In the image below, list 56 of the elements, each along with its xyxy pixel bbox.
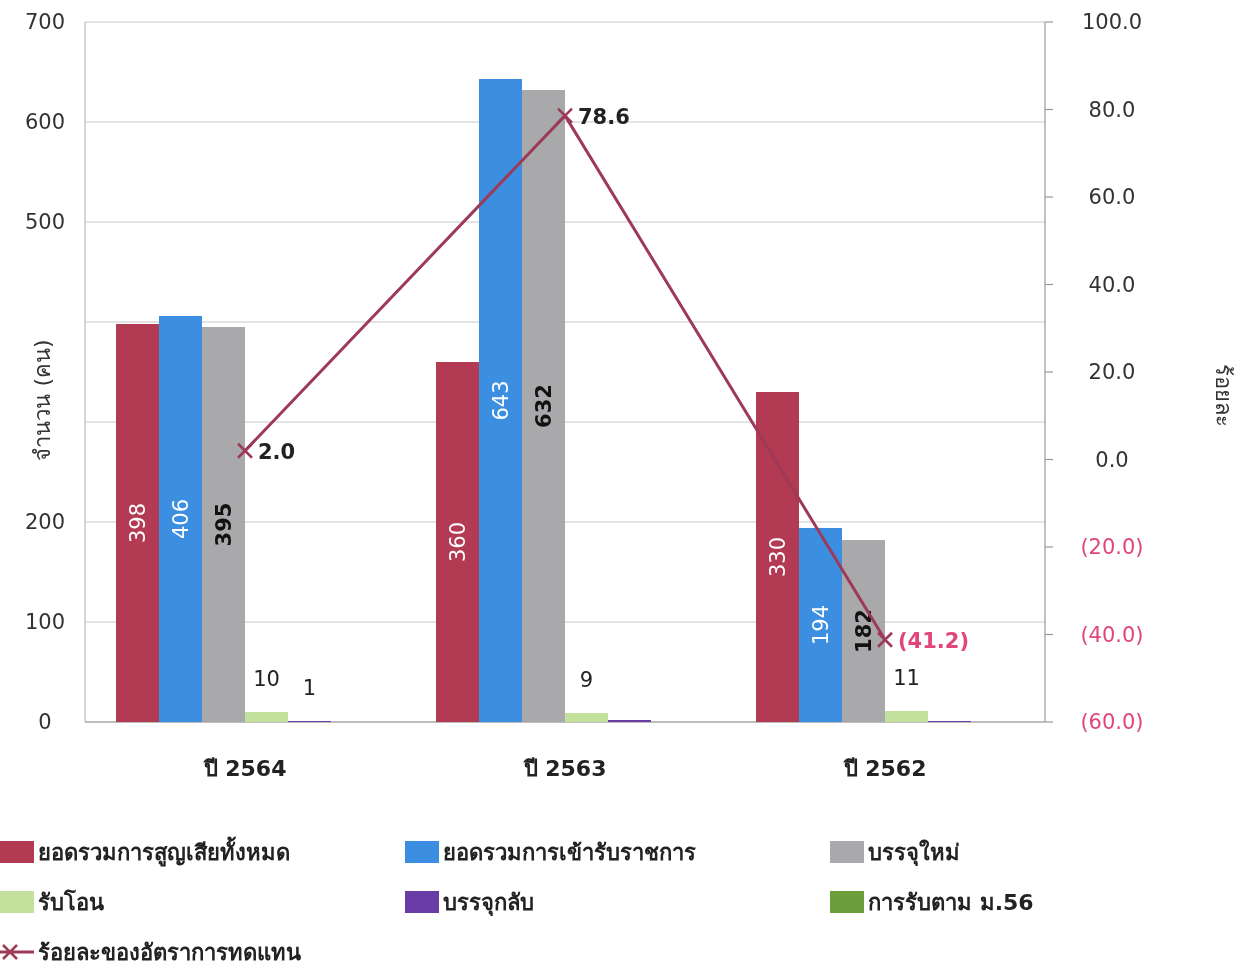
bar bbox=[202, 327, 245, 722]
y2-axis-title: ร้อยละ bbox=[1211, 363, 1236, 427]
bar bbox=[799, 528, 842, 722]
y2-tick-label: 20.0 bbox=[1088, 360, 1136, 384]
data-label: 398 bbox=[125, 502, 150, 544]
legend-label: บรรจุกลับ bbox=[443, 890, 534, 917]
bar bbox=[756, 392, 799, 722]
point bbox=[556, 107, 574, 124]
data-label: 360 bbox=[445, 521, 470, 563]
bar bbox=[436, 362, 479, 722]
bar bbox=[885, 711, 928, 722]
data-label: 78.6 bbox=[578, 104, 630, 129]
y2-tick-label: 0.0 bbox=[1095, 447, 1129, 472]
y-tick-label: 0 bbox=[38, 710, 52, 734]
y-tick-label: 600 bbox=[24, 110, 66, 134]
x-tick-label: ปี 2563 bbox=[522, 756, 607, 781]
data-label: 9 bbox=[579, 668, 594, 692]
data-label: 406 bbox=[168, 498, 193, 540]
y-tick-label: 100 bbox=[24, 610, 66, 634]
legend-label: รับโอน bbox=[38, 889, 104, 915]
data-label: 395 bbox=[211, 502, 236, 547]
bar bbox=[159, 316, 202, 722]
legend-label: ยอดรวมการสูญเสียทั้งหมด bbox=[38, 836, 290, 867]
data-label: 2.0 bbox=[258, 439, 296, 464]
x-tick-label: ปี 2564 bbox=[202, 756, 287, 781]
data-label: 643 bbox=[488, 380, 513, 421]
point bbox=[236, 442, 254, 459]
bar bbox=[522, 90, 565, 722]
y-tick-label: 200 bbox=[24, 510, 66, 534]
data-label: 11 bbox=[893, 666, 920, 690]
data-label: 1 bbox=[302, 676, 317, 700]
y2-tick-label: 100.0 bbox=[1081, 10, 1143, 34]
y2-tick-label: 60.0 bbox=[1088, 185, 1136, 209]
data-label: 194 bbox=[808, 604, 833, 646]
bar bbox=[842, 540, 885, 722]
y-tick-label: 700 bbox=[24, 10, 66, 34]
y2-tick-label: (40.0) bbox=[1080, 622, 1144, 647]
bar bbox=[116, 324, 159, 722]
legend-label: การรับตาม ม.56 bbox=[868, 890, 1034, 915]
point bbox=[876, 631, 894, 648]
data-label: 10 bbox=[253, 667, 280, 691]
data-label: (41.2) bbox=[898, 628, 970, 653]
y-tick-label: 500 bbox=[24, 210, 66, 234]
y2-tick-label: 80.0 bbox=[1088, 97, 1136, 122]
bar bbox=[479, 79, 522, 722]
bar bbox=[565, 713, 608, 722]
legend-label: บรรจุใหม่ bbox=[868, 839, 960, 867]
data-label: 330 bbox=[765, 536, 790, 578]
data-label: 632 bbox=[531, 384, 556, 428]
y-axis-title: จำนวน (คน) bbox=[30, 339, 55, 461]
data-label: 182 bbox=[851, 609, 876, 653]
x-tick-label: ปี 2562 bbox=[842, 756, 927, 781]
y2-tick-label: 40.0 bbox=[1088, 272, 1136, 297]
bar bbox=[245, 712, 288, 722]
y2-tick-label: (60.0) bbox=[1080, 710, 1144, 734]
y2-tick-label: (20.0) bbox=[1080, 535, 1144, 559]
